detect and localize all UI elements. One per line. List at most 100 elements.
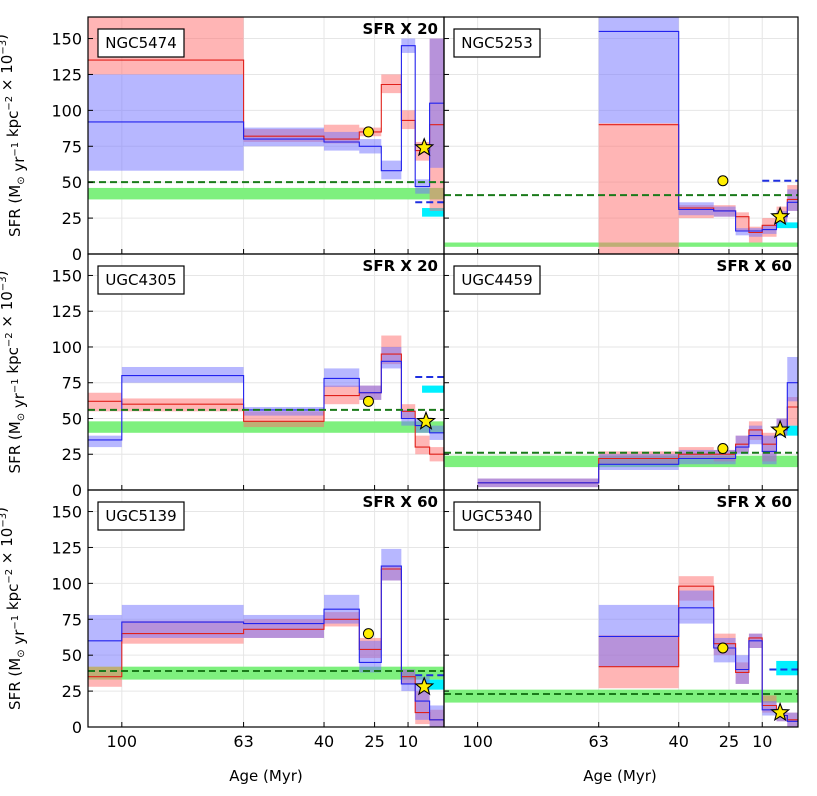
y-tick-label: 100 <box>51 101 82 120</box>
blue-band-bin <box>401 409 416 426</box>
x-tick-label: 100 <box>107 732 138 751</box>
x-tick-label: 25 <box>719 732 739 751</box>
y-tick-label: 50 <box>62 646 82 665</box>
galaxy-name: UGC5139 <box>105 507 176 525</box>
y-axis-label-part: −1 <box>10 142 21 157</box>
panel-ngc5474: 0 25 50 75 100 125 150 SFR (M⊙ yr−1 kpc−2 × 10−… <box>0 16 445 264</box>
blue-band-bin <box>735 228 749 236</box>
cyan-band <box>422 208 444 217</box>
blue-band-bin <box>381 346 402 369</box>
green-band <box>444 689 798 703</box>
red-step-line <box>88 568 444 721</box>
panel-plot-area <box>444 490 798 727</box>
y-tick-label: 0 <box>72 481 82 500</box>
y-axis-label-part: ) <box>0 271 10 277</box>
circle-marker <box>717 642 729 654</box>
y-axis-label-part: −3 <box>0 40 9 55</box>
panel-ngc5253: NGC5253 <box>443 16 799 255</box>
star-marker <box>770 419 791 439</box>
y-axis-label-part: −3 <box>0 276 9 291</box>
y-axis-label-part: SFR (M <box>6 185 24 237</box>
galaxy-name-box <box>97 265 185 295</box>
y-axis-label-part: −3 <box>0 513 9 528</box>
red-band-bin <box>121 398 244 412</box>
sfr-scale-label: SFR X 60 <box>363 493 438 511</box>
star-marker <box>414 676 435 696</box>
y-axis-label-part: kpc <box>4 347 22 378</box>
cyan-band <box>776 660 798 676</box>
x-tick-label: 25 <box>364 732 384 751</box>
circle-marker <box>362 126 374 138</box>
galaxy-name: UGC4459 <box>461 271 532 289</box>
circle-marker <box>717 443 729 455</box>
y-axis-label-part: × 10 <box>0 291 16 332</box>
panel-plot-area <box>444 254 798 490</box>
y-axis-label-part: yr <box>10 156 28 177</box>
blue-step-line <box>88 45 444 188</box>
galaxy-name: NGC5253 <box>461 34 533 52</box>
red-band-bin <box>88 392 122 412</box>
star-marker <box>770 702 791 722</box>
y-axis-label-part: ⊙ <box>16 413 27 421</box>
y-axis-label-part: kpc <box>4 584 22 615</box>
y-tick-label: 100 <box>51 338 82 357</box>
panel-ugc5340: 100 63 40 25 10 UGC5340 SFR X 60 <box>443 489 799 751</box>
circle-marker <box>717 175 729 187</box>
blue-band-bin <box>243 127 325 147</box>
sfr-scale-label: SFR X 60 <box>717 493 792 511</box>
blue-step-line <box>88 360 444 441</box>
y-tick-label: 25 <box>62 209 82 228</box>
blue-band-bin <box>243 407 325 416</box>
blue-band-bin <box>598 17 679 124</box>
y-axis-label-part: ) <box>0 507 10 513</box>
blue-band-bin <box>401 669 416 692</box>
y-tick-label: 75 <box>62 610 82 629</box>
y-tick-label: 0 <box>72 245 82 264</box>
blue-band-bin <box>121 604 244 638</box>
blue-band-bin <box>88 435 122 448</box>
x-tick-label: 63 <box>589 732 609 751</box>
panel-plot-area <box>88 17 444 254</box>
blue-band-bin <box>748 425 763 445</box>
y-axis-label-part: yr <box>10 629 28 650</box>
red-band-bin <box>598 123 679 254</box>
y-axis-label-part: SFR (M <box>6 421 24 473</box>
galaxy-name-box <box>97 501 185 531</box>
y-tick-label: 150 <box>51 30 82 49</box>
blue-band-bin <box>598 604 679 667</box>
panel-plot-area <box>88 490 444 727</box>
y-axis-label-part: × 10 <box>0 55 16 96</box>
red-band-bin <box>415 435 430 455</box>
x-tick-label: 40 <box>669 732 689 751</box>
x-tick-label: 100 <box>462 732 493 751</box>
star-marker <box>770 206 791 226</box>
y-tick-label: 125 <box>51 65 82 84</box>
circle-marker <box>362 395 374 407</box>
cyan-band <box>422 385 444 393</box>
y-tick-label: 150 <box>51 503 82 522</box>
sfr-scale-label: SFR X 60 <box>717 257 792 275</box>
y-tick-label: 50 <box>62 409 82 428</box>
blue-band-bin <box>429 705 444 727</box>
y-tick-label: 100 <box>51 574 82 593</box>
blue-band-bin <box>787 356 798 402</box>
y-axis-label-part: ) <box>0 34 10 40</box>
x-tick-label: 10 <box>752 732 772 751</box>
red-band-bin <box>787 397 798 426</box>
blue-band-bin <box>713 206 736 217</box>
blue-band-bin <box>359 640 382 673</box>
y-axis-label: SFR (M⊙ yr−1 kpc−2 × 10−3) <box>0 507 28 710</box>
galaxy-name: NGC5474 <box>105 34 177 52</box>
y-axis-label-part: −1 <box>10 615 21 630</box>
blue-band-bin <box>121 366 244 383</box>
blue-band-bin <box>88 74 244 171</box>
galaxy-name-box <box>453 28 541 58</box>
y-axis-label: SFR (M⊙ yr−1 kpc−2 × 10−3) <box>0 34 28 237</box>
y-axis-label-part: ⊙ <box>16 176 27 184</box>
panel-frame <box>443 489 799 728</box>
blue-band-bin <box>598 454 679 470</box>
y-tick-label: 150 <box>51 266 82 285</box>
sfr-scale-label: SFR X 20 <box>363 257 438 275</box>
blue-band-bin <box>787 189 798 211</box>
blue-step-line <box>88 565 444 721</box>
